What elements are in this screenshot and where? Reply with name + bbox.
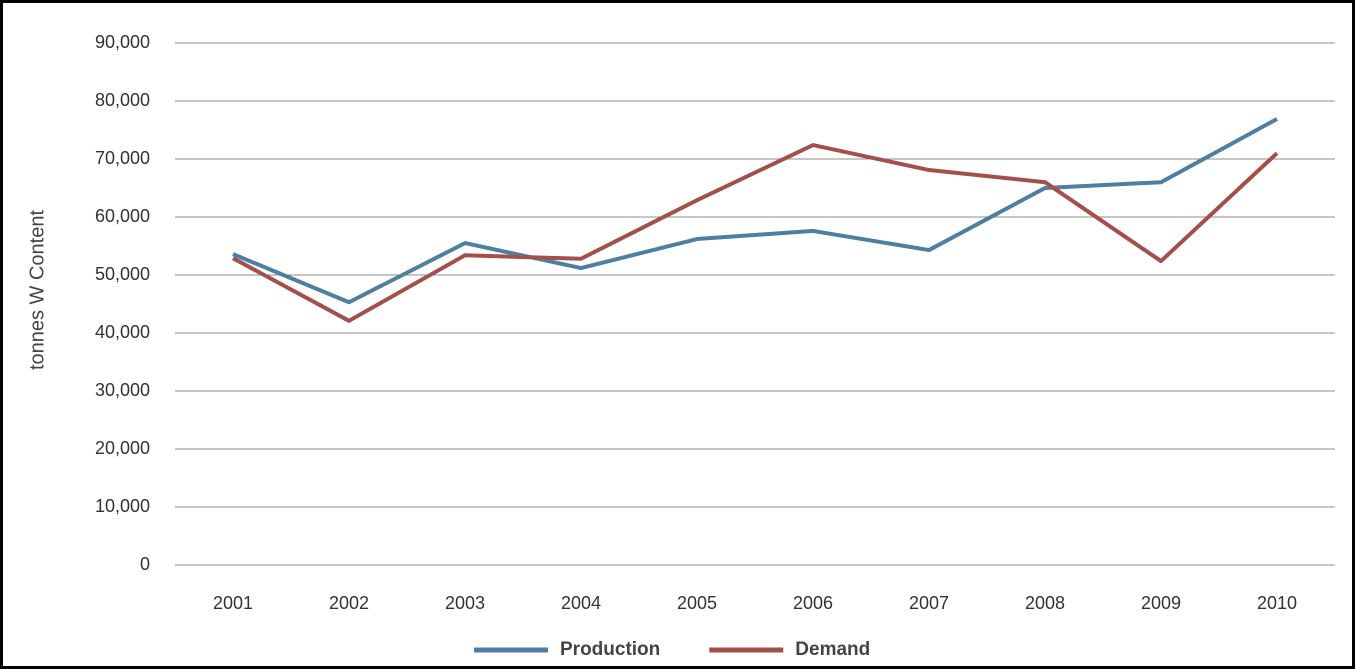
data-line bbox=[232, 143, 1279, 323]
x-tick-label: 2005 bbox=[677, 593, 717, 613]
x-tick-label: 2007 bbox=[909, 593, 949, 613]
x-tick-label: 2006 bbox=[793, 593, 833, 613]
y-tick-label: 30,000 bbox=[95, 380, 150, 400]
y-tick-label: 0 bbox=[140, 554, 150, 574]
y-tick-label: 50,000 bbox=[95, 264, 150, 284]
x-tick-label: 2003 bbox=[445, 593, 485, 613]
x-tick-label: 2010 bbox=[1257, 593, 1297, 613]
y-tick-label: 80,000 bbox=[95, 90, 150, 110]
legend-label: Demand bbox=[795, 639, 870, 660]
y-axis-label: tonnes W Content bbox=[26, 210, 48, 371]
x-tick-label: 2002 bbox=[329, 593, 369, 613]
y-tick-label: 20,000 bbox=[95, 438, 150, 458]
x-tick-label: 2008 bbox=[1025, 593, 1065, 613]
y-tick-label: 40,000 bbox=[95, 322, 150, 342]
x-tick-label: 2009 bbox=[1141, 593, 1181, 613]
y-tick-label: 90,000 bbox=[95, 32, 150, 52]
x-tick-label: 2001 bbox=[213, 593, 253, 613]
y-tick-label: 70,000 bbox=[95, 148, 150, 168]
legend-label: Production bbox=[560, 639, 660, 660]
y-tick-label: 10,000 bbox=[95, 496, 150, 516]
x-tick-label: 2004 bbox=[561, 593, 601, 613]
y-tick-label: 60,000 bbox=[95, 206, 150, 226]
data-line bbox=[232, 117, 1278, 305]
